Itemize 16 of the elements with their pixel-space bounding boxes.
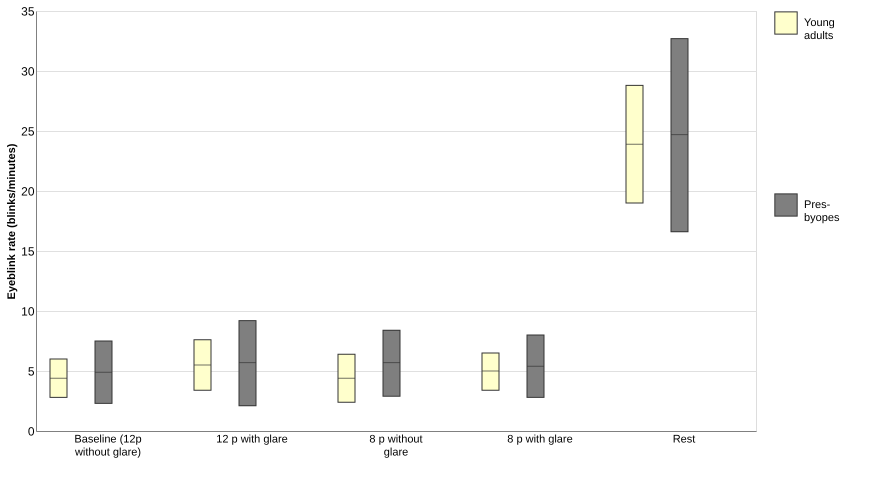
y-tick-label: 20: [21, 184, 35, 198]
x-tick-label: 12 p with glare: [216, 434, 288, 446]
y-tick-label: 10: [21, 304, 35, 318]
x-tick-label: 8 p with glare: [507, 434, 573, 446]
y-tick-label: 0: [28, 424, 35, 438]
y-tick-label: 25: [21, 124, 35, 138]
y-axis-title: Eyeblink rate (blinks/minutes): [6, 143, 18, 300]
x-tick-label: Rest: [672, 434, 696, 446]
y-tick-label: 30: [21, 64, 35, 78]
y-tick-label: 15: [21, 244, 35, 258]
y-tick-label: 5: [28, 364, 35, 378]
x-tick-label: 8 p without glare: [369, 434, 423, 458]
legend-label: Pres-byopes: [804, 199, 840, 224]
x-tick-label: Baseline (12p without glare): [74, 434, 142, 458]
legend-label: Young adults: [804, 17, 835, 42]
y-tick-label: 35: [21, 4, 35, 18]
